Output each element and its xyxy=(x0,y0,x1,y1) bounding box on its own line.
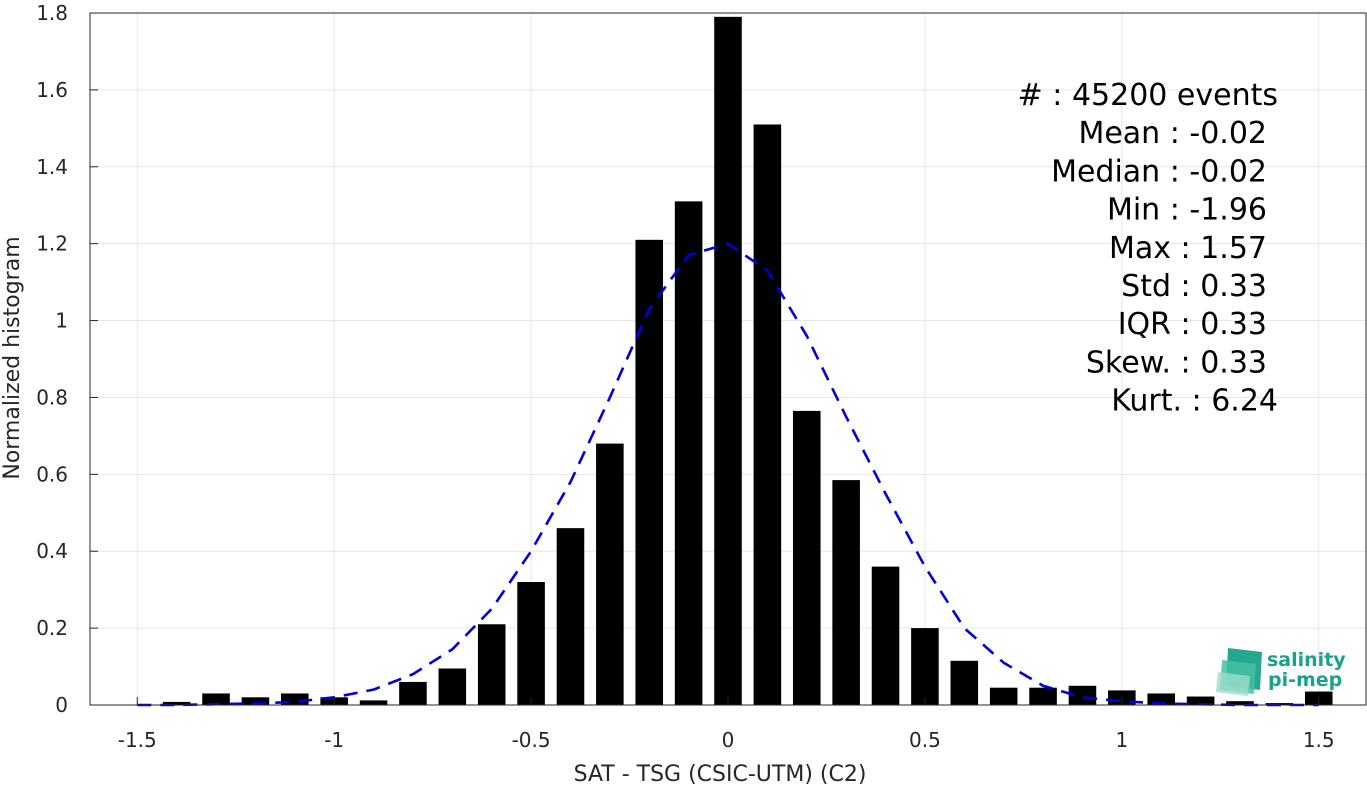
y-tick-label: 0.2 xyxy=(36,616,68,640)
histogram-bar xyxy=(832,480,860,705)
y-tick-label: 0.4 xyxy=(36,539,68,563)
y-axis-label: Normalized histogram xyxy=(0,236,25,479)
histogram-bar xyxy=(674,201,703,705)
histogram-bar xyxy=(202,693,230,705)
stat-line: Max : 1.57 xyxy=(1109,231,1267,266)
stat-line: Median : -0.02 xyxy=(1051,154,1267,189)
x-tick-label: -1.5 xyxy=(118,728,157,752)
histogram-bar xyxy=(556,528,585,705)
y-tick-label: 1 xyxy=(55,309,68,333)
histogram-bar xyxy=(517,581,545,705)
y-tick-label: 1.4 xyxy=(36,155,68,179)
salinity-pi-mep-logo: salinity pi-mep xyxy=(1216,648,1346,696)
y-tick-label: 1.2 xyxy=(36,232,68,256)
x-tick-label: -1 xyxy=(324,728,344,752)
stat-line: IQR : 0.33 xyxy=(1118,307,1267,342)
histogram-bar xyxy=(477,624,506,705)
histogram-bars xyxy=(162,16,1333,706)
histogram-bar xyxy=(241,697,270,705)
histogram-bar xyxy=(792,410,821,705)
histogram-bar xyxy=(911,628,939,705)
histogram-bar xyxy=(281,693,309,705)
y-tick-label: 0 xyxy=(55,693,68,717)
x-tick-label: 1 xyxy=(1115,728,1128,752)
x-tick-label: 0 xyxy=(722,728,735,752)
y-tick-label: 0.8 xyxy=(36,385,68,409)
y-tick-label: 0.6 xyxy=(36,462,68,486)
stat-line: Skew. : 0.33 xyxy=(1086,345,1267,380)
logo-emblem-icon xyxy=(1216,648,1262,696)
histogram-bar xyxy=(399,681,427,705)
histogram-bar xyxy=(1068,685,1097,705)
x-tick-label: 0.5 xyxy=(909,728,941,752)
histogram-bar xyxy=(596,443,624,705)
histogram-bar xyxy=(1029,687,1057,705)
histogram-bar xyxy=(871,566,900,705)
x-tick-label: 1.5 xyxy=(1303,728,1335,752)
histogram-bar xyxy=(1226,701,1254,705)
stat-line: Mean : -0.02 xyxy=(1078,116,1267,151)
histogram-bar xyxy=(162,701,191,705)
y-tick-label: 1.6 xyxy=(36,78,68,102)
stat-line: Std : 0.33 xyxy=(1121,269,1267,304)
histogram-bar xyxy=(714,16,742,706)
stat-line: # : 45200 events xyxy=(1018,78,1278,113)
x-axis-label: SAT - TSG (CSIC-UTM) (C2) xyxy=(574,762,867,785)
y-axis-ticks: 0 0.2 0.4 0.6 0.8 1 1.2 1.4 1.6 1.8 xyxy=(36,1,98,717)
y-tick-label: 1.8 xyxy=(36,1,68,25)
histogram-bar xyxy=(438,668,467,705)
x-axis-ticks: -1.5 -1 -0.5 0 0.5 1 1.5 xyxy=(118,697,1335,752)
histogram-bar xyxy=(1186,696,1215,705)
histogram-bar xyxy=(359,700,388,705)
histogram-bar xyxy=(1147,693,1175,705)
histogram-bar xyxy=(753,124,782,705)
stat-line: Min : -1.96 xyxy=(1107,193,1267,228)
logo-line2: pi-mep xyxy=(1268,669,1342,691)
logo-line1: salinity xyxy=(1267,649,1346,671)
histogram-bar xyxy=(950,660,979,705)
x-tick-label: -0.5 xyxy=(512,728,551,752)
stat-line: Kurt. : 6.24 xyxy=(1111,384,1278,419)
histogram-bar xyxy=(989,687,1018,705)
histogram-bar xyxy=(635,239,664,706)
